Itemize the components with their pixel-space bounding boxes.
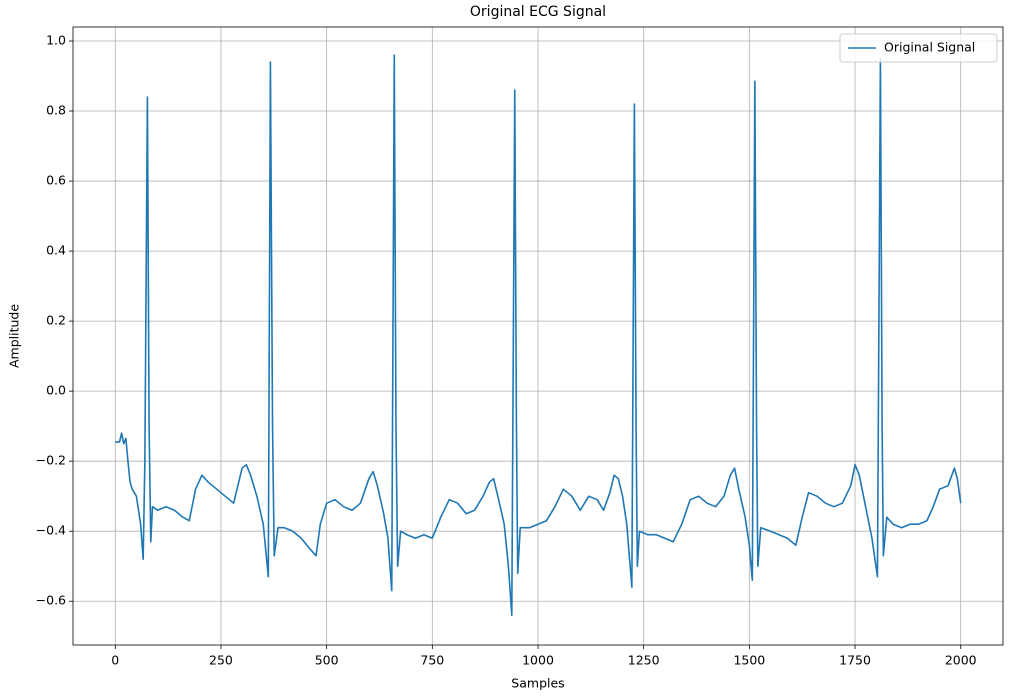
x-tick-label: 1000 — [522, 653, 554, 668]
x-tick-label: 1750 — [839, 653, 871, 668]
x-tick-label: 750 — [420, 653, 444, 668]
x-tick-label: 2000 — [945, 653, 977, 668]
x-tick-label: 1500 — [733, 653, 765, 668]
y-tick-label: 0.2 — [46, 313, 66, 328]
y-tick-label: 0.6 — [46, 173, 66, 188]
chart-title: Original ECG Signal — [470, 4, 606, 20]
legend-label: Original Signal — [884, 40, 975, 55]
x-axis-label: Samples — [511, 676, 564, 691]
y-tick-label: 0.0 — [46, 383, 66, 398]
y-tick-label: −0.2 — [36, 453, 66, 468]
plot-frame — [72, 26, 1004, 646]
x-tick-label: 250 — [209, 653, 233, 668]
legend-box — [839, 33, 998, 63]
y-tick-label: −0.4 — [36, 523, 66, 538]
y-axis-label: Amplitude — [7, 304, 22, 368]
y-tick-label: 0.4 — [46, 243, 66, 258]
x-tick-label: 500 — [315, 653, 339, 668]
y-tick-label: 0.8 — [46, 103, 66, 118]
x-tick-label: 0 — [111, 653, 119, 668]
y-tick-label: −0.6 — [36, 593, 66, 608]
x-tick-label: 1250 — [628, 653, 660, 668]
signal-line — [115, 54, 962, 617]
y-tick-label: 1.0 — [46, 33, 66, 48]
